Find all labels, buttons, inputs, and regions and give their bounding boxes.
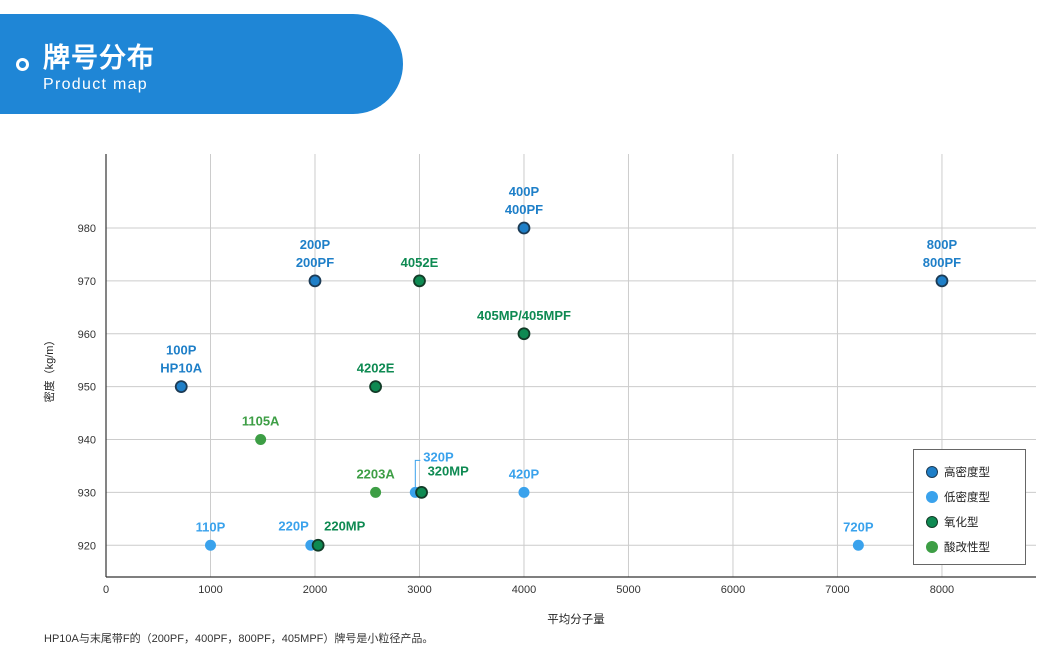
data-point — [413, 274, 426, 288]
chart-legend: 高密度型 低密度型 氧化型 酸改性型 — [913, 449, 1026, 565]
data-label: 4052E — [401, 255, 439, 270]
bullet-icon — [16, 58, 29, 71]
legend-label: 低密度型 — [944, 492, 990, 504]
y-tick-label: 950 — [78, 382, 96, 394]
data-point — [204, 539, 216, 551]
data-label: 220MP — [324, 518, 366, 533]
data-point — [415, 485, 428, 499]
legend-item-oxidized: 氧化型 — [926, 514, 979, 530]
y-tick-label: 940 — [78, 435, 96, 447]
data-label: 800P — [927, 237, 958, 252]
y-tick-label: 920 — [78, 540, 96, 552]
data-label: 405MP/405MPF — [477, 308, 571, 323]
y-tick-label: 970 — [78, 276, 96, 288]
legend-swatch-icon — [926, 491, 938, 503]
data-label: 420P — [509, 466, 540, 481]
footnote: HP10A与末尾带F的（200PF，400PF，800PF，405MPF）牌号是… — [44, 633, 434, 645]
page-subtitle: Product map — [43, 76, 149, 93]
data-point — [517, 327, 531, 341]
data-label: 720P — [843, 519, 874, 534]
data-label: 200P — [300, 237, 331, 252]
data-point — [311, 538, 325, 552]
data-point — [518, 486, 530, 498]
legend-label: 氧化型 — [944, 517, 979, 529]
y-tick-label: 930 — [78, 487, 96, 499]
x-tick-label: 6000 — [721, 584, 745, 596]
legend-swatch-icon — [926, 466, 938, 478]
data-point — [369, 380, 382, 394]
x-tick-label: 5000 — [616, 584, 640, 596]
legend-item-low-density: 低密度型 — [926, 489, 990, 505]
data-point — [174, 380, 188, 394]
data-point — [308, 274, 322, 288]
data-label: 400PF — [505, 202, 543, 217]
y-tick-label: 980 — [78, 223, 96, 235]
data-point — [852, 539, 864, 551]
legend-label: 酸改性型 — [944, 542, 990, 554]
x-tick-label: 8000 — [930, 584, 954, 596]
header-banner: 牌号分布 Product map — [0, 14, 403, 114]
data-label: 220P — [278, 518, 309, 533]
data-label: 400P — [509, 184, 540, 199]
x-tick-label: 3000 — [407, 584, 431, 596]
legend-label: 高密度型 — [944, 467, 990, 479]
legend-item-high-density: 高密度型 — [926, 464, 990, 480]
data-label: HP10A — [160, 361, 203, 376]
data-point — [370, 486, 382, 498]
x-tick-label: 7000 — [825, 584, 849, 596]
data-label: 1105A — [242, 414, 280, 429]
legend-swatch-icon — [926, 541, 938, 553]
data-point — [517, 221, 531, 235]
y-axis-label: 密度（kg/m） — [42, 335, 56, 403]
legend-item-acid-modified: 酸改性型 — [926, 539, 990, 555]
callout-line — [414, 459, 421, 489]
page-title: 牌号分布 — [43, 43, 155, 73]
data-label: 110P — [196, 519, 226, 534]
x-tick-label: 0 — [103, 584, 109, 596]
legend-swatch-icon — [926, 516, 938, 528]
data-point — [255, 434, 267, 446]
data-label: 320MP — [428, 463, 470, 478]
x-tick-label: 4000 — [512, 584, 536, 596]
data-label: 4202E — [357, 361, 395, 376]
data-label: 2203A — [356, 466, 395, 481]
data-label: 320P — [423, 449, 454, 464]
data-label: 200PF — [296, 255, 334, 270]
data-label: 100P — [166, 343, 197, 358]
x-tick-label: 2000 — [303, 584, 327, 596]
data-label: 800PF — [923, 255, 961, 270]
data-point — [935, 274, 949, 288]
x-tick-label: 1000 — [198, 584, 222, 596]
x-axis-label: 平均分子量 — [547, 613, 605, 626]
y-tick-label: 960 — [78, 329, 96, 341]
